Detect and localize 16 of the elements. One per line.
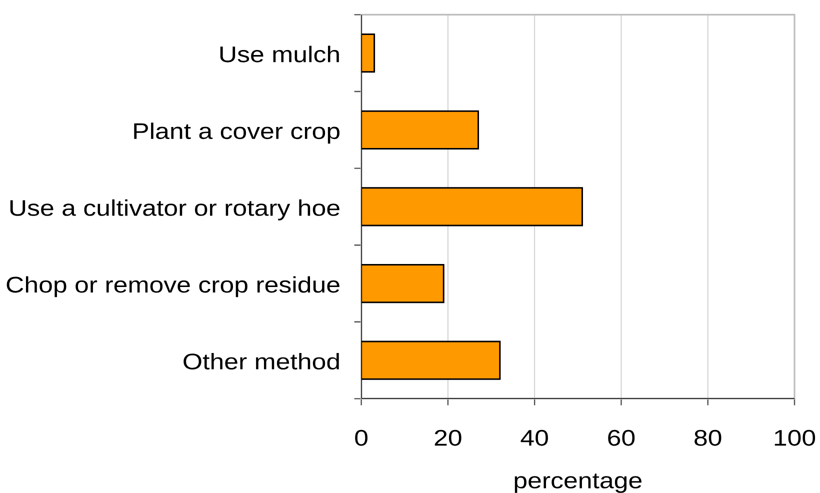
bar <box>361 340 501 380</box>
x-tick-label: 40 <box>520 430 548 446</box>
bar <box>361 110 480 150</box>
y-tick-label: Use a cultivator or rotary hoe <box>10 199 340 220</box>
bar <box>361 264 444 304</box>
x-tick-label: 20 <box>434 430 462 446</box>
x-tick-label: 80 <box>694 430 722 446</box>
x-tick-label: 60 <box>608 430 635 446</box>
bar <box>361 187 583 226</box>
x-tick-label: 100 <box>774 430 816 446</box>
y-tick-label: Use mulch <box>220 46 339 62</box>
y-tick-label: Other method <box>184 353 339 370</box>
x-tick-label: 0 <box>355 430 368 446</box>
y-tick-label: Chop or remove crop residue <box>6 276 340 298</box>
y-tick-label: Plant a cover crop <box>134 122 340 144</box>
x-axis-title: percentage <box>514 474 642 493</box>
